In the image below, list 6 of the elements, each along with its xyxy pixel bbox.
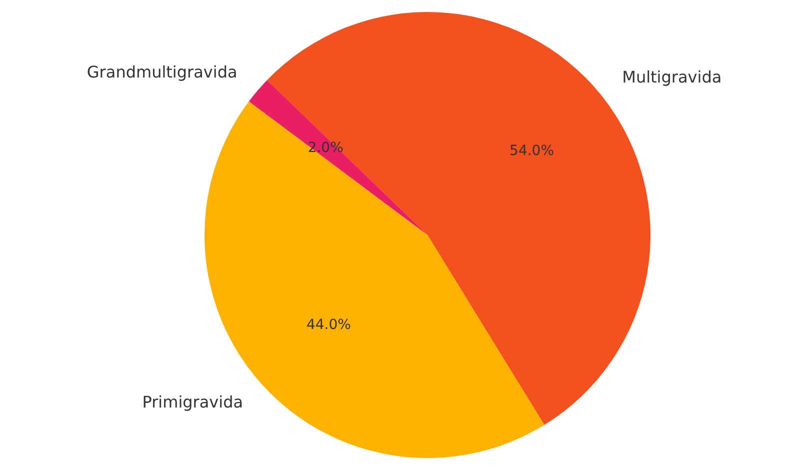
slice-label: Grandmultigravida [86, 62, 238, 82]
slice-label: Primigravida [142, 392, 244, 412]
slice-label: Multigravida [622, 68, 722, 87]
data-label: 54.0% [510, 142, 554, 159]
data-label: 44.0% [306, 316, 351, 333]
data-label: 2.0% [308, 140, 344, 156]
